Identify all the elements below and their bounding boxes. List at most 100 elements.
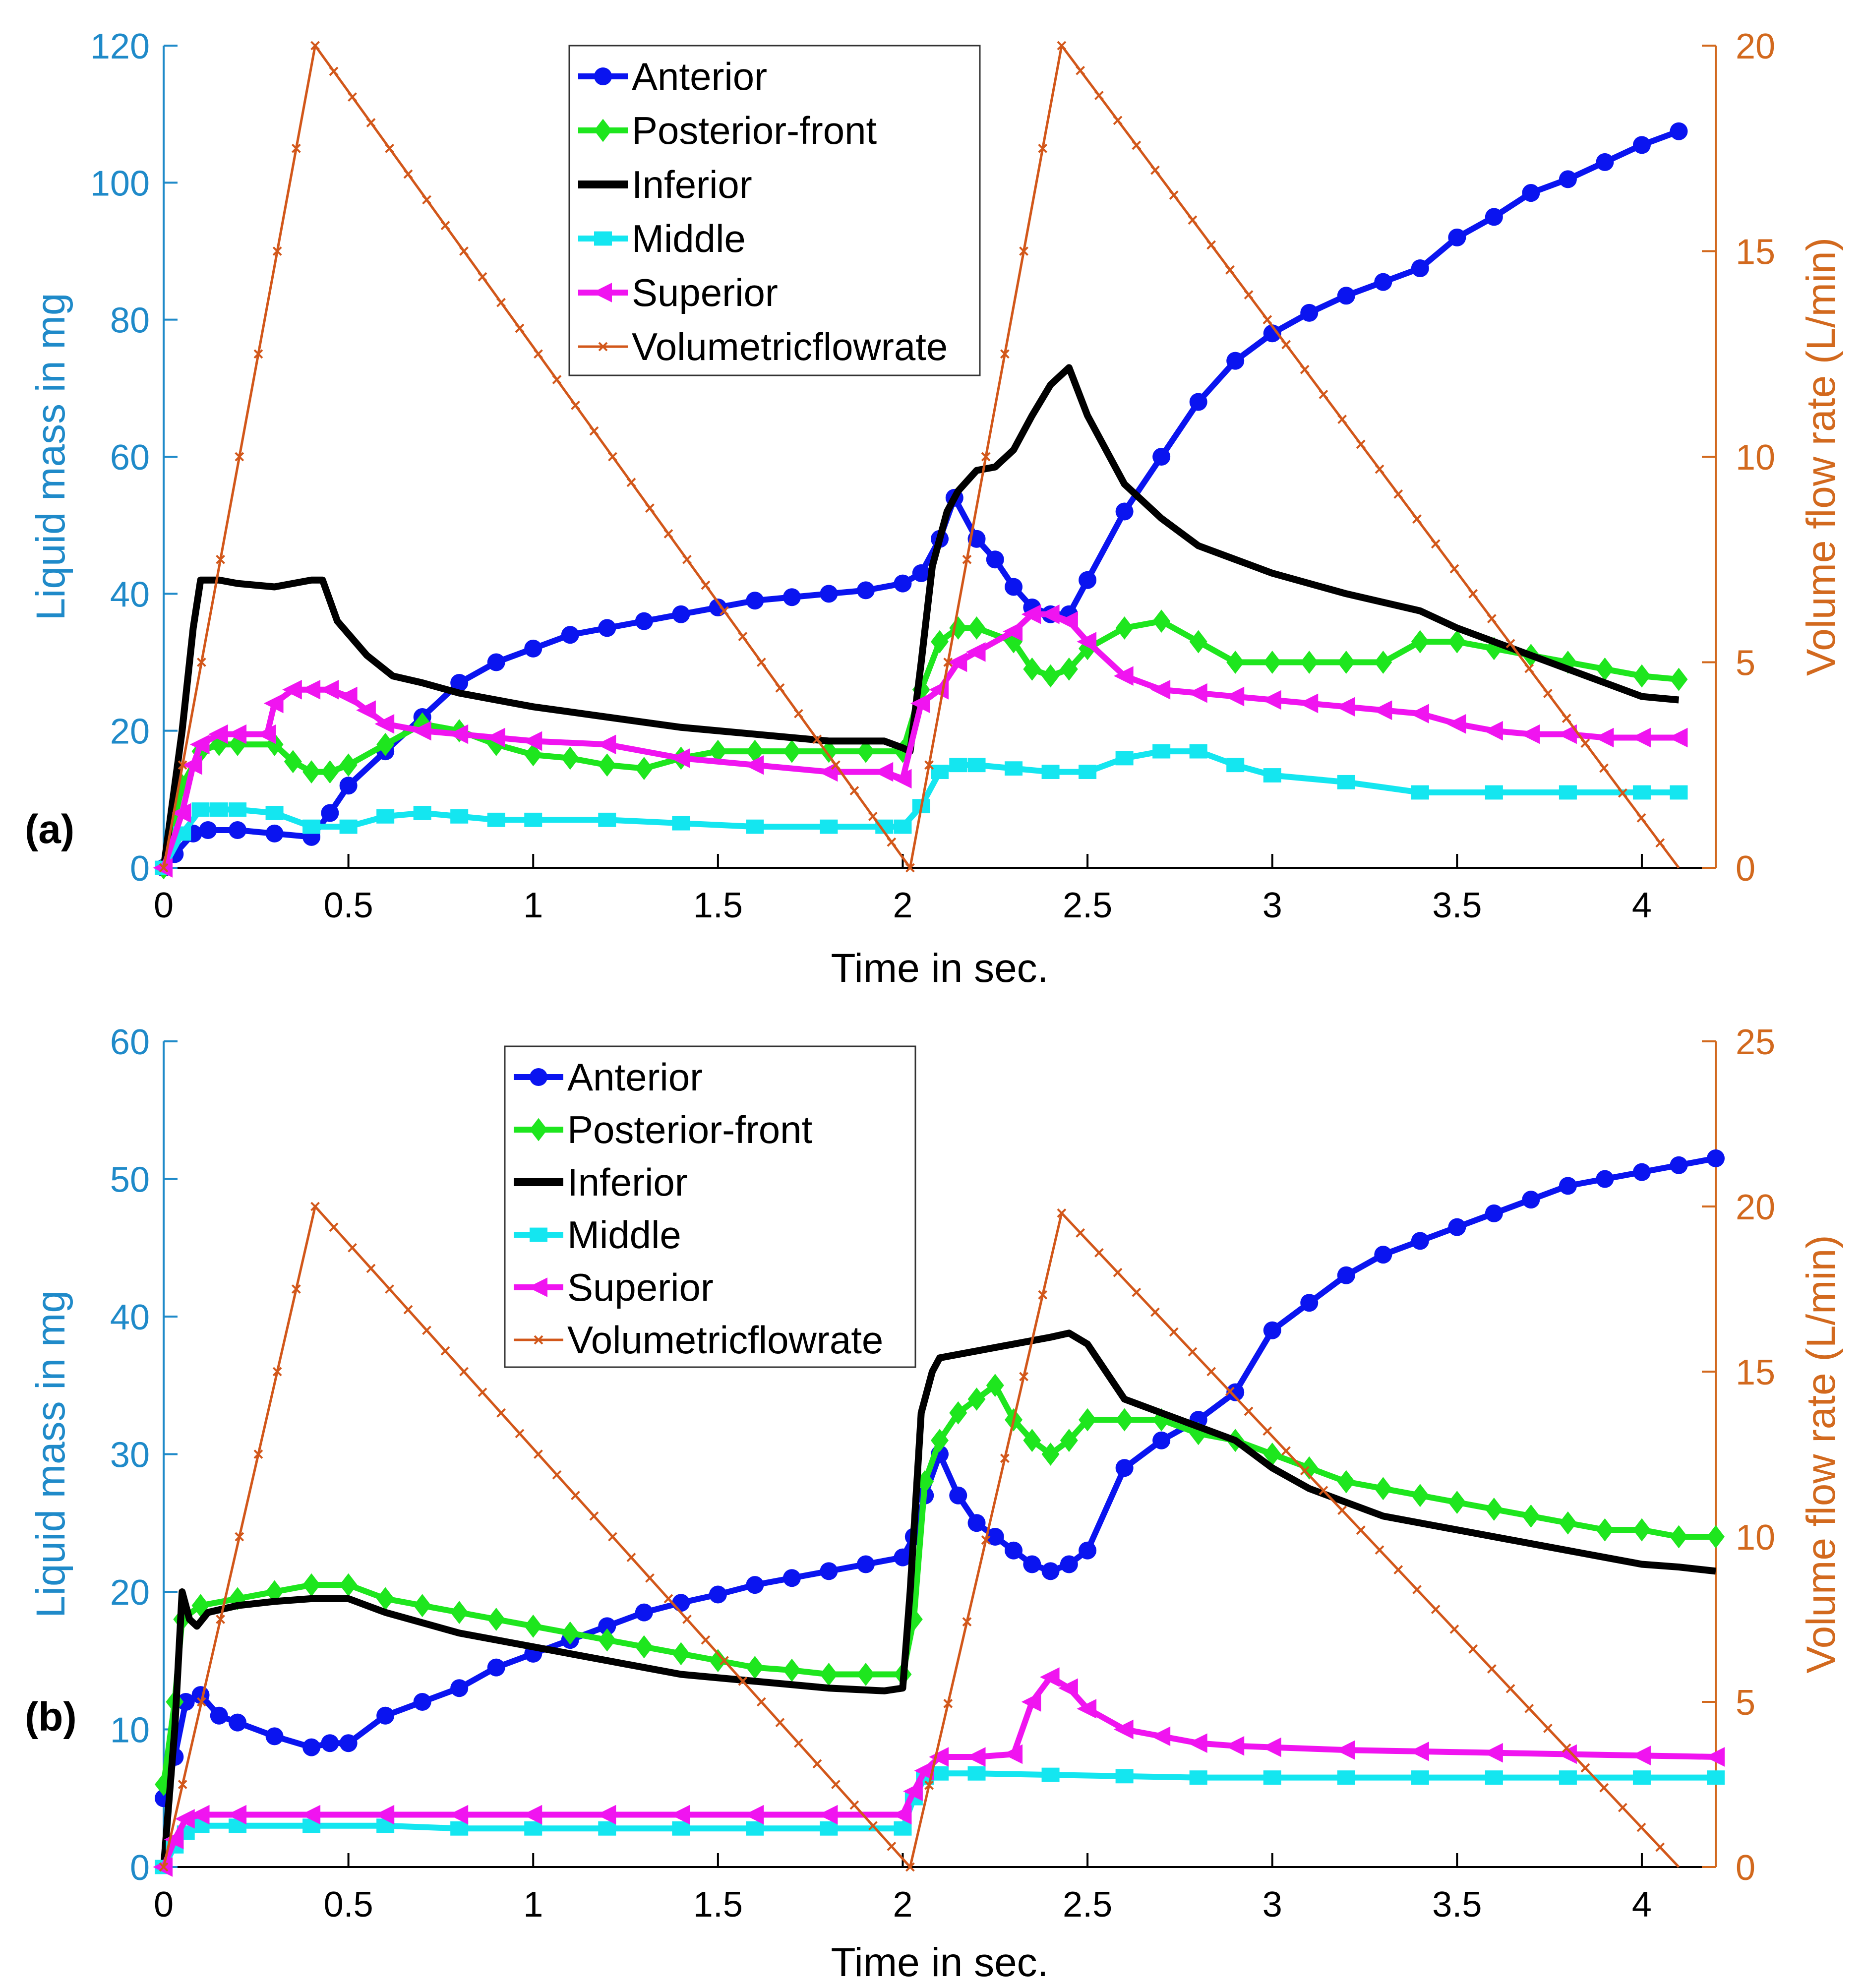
data-point xyxy=(1485,1770,1503,1785)
data-point xyxy=(1300,1456,1319,1480)
data-point xyxy=(793,1738,803,1748)
data-point xyxy=(1113,1267,1123,1277)
data-point xyxy=(1522,1191,1540,1209)
data-point xyxy=(329,1222,339,1232)
data-point xyxy=(291,1284,301,1294)
data-point xyxy=(929,1747,949,1767)
data-point xyxy=(672,1594,690,1612)
data-point xyxy=(571,1491,580,1501)
left-y-tick-label: 10 xyxy=(110,1711,150,1750)
data-point xyxy=(635,612,653,630)
data-point xyxy=(981,1535,991,1545)
data-point xyxy=(1115,1769,1134,1784)
data-point xyxy=(1319,389,1328,399)
data-point xyxy=(1557,724,1577,744)
x-tick-label: 4 xyxy=(1632,886,1652,925)
data-point xyxy=(856,1555,875,1573)
data-point xyxy=(1596,153,1614,171)
data-point xyxy=(178,1780,187,1789)
left-y-tick-label: 40 xyxy=(110,575,150,614)
data-point xyxy=(265,1580,284,1604)
data-point xyxy=(924,760,934,770)
data-point xyxy=(1057,1208,1067,1218)
data-point xyxy=(1300,1294,1319,1312)
series-superior xyxy=(153,604,1688,878)
data-point xyxy=(1483,721,1503,741)
data-point xyxy=(1636,813,1646,823)
data-point xyxy=(1079,571,1097,589)
left-y-tick-label: 40 xyxy=(110,1298,150,1337)
data-point xyxy=(1224,1736,1245,1756)
data-point xyxy=(348,1243,357,1253)
data-point xyxy=(672,1821,690,1836)
data-point xyxy=(709,1649,727,1673)
x-tick-label: 1 xyxy=(523,1885,543,1925)
data-point xyxy=(949,616,967,640)
data-point xyxy=(159,863,169,873)
data-point xyxy=(450,1821,469,1836)
data-point xyxy=(873,762,894,782)
data-point xyxy=(1411,1770,1429,1785)
data-point xyxy=(1446,714,1466,734)
data-point xyxy=(1562,1743,1571,1753)
data-point xyxy=(1038,1290,1048,1300)
data-point xyxy=(1596,1170,1614,1188)
data-point xyxy=(670,748,690,768)
legend: Anterior Posterior-front Inferior Middle Sup… xyxy=(568,45,981,376)
data-point xyxy=(831,760,841,770)
data-point xyxy=(1337,1266,1355,1284)
data-point xyxy=(1372,700,1392,721)
x-tick-label: 0.5 xyxy=(324,886,373,925)
left-y-tick-label: 60 xyxy=(110,438,150,478)
data-point xyxy=(782,1658,801,1682)
data-point xyxy=(1596,657,1614,681)
data-point xyxy=(894,819,912,834)
data-point xyxy=(1188,1347,1198,1357)
data-point xyxy=(229,1713,247,1732)
right-y-tick-label: 15 xyxy=(1736,1353,1775,1392)
data-point xyxy=(450,673,469,692)
data-point xyxy=(1115,1408,1134,1432)
data-point xyxy=(1281,1446,1291,1456)
data-point xyxy=(1636,1822,1646,1832)
data-point xyxy=(812,734,822,744)
data-point xyxy=(1524,1703,1534,1713)
data-point xyxy=(487,653,505,671)
data-point xyxy=(1079,1541,1097,1560)
data-point xyxy=(672,816,690,831)
data-point xyxy=(1448,1218,1466,1236)
data-point xyxy=(376,1706,395,1725)
data-point xyxy=(1448,228,1466,246)
data-point xyxy=(229,802,247,817)
data-point xyxy=(1670,667,1688,691)
data-point xyxy=(210,1706,228,1725)
data-point xyxy=(374,714,395,734)
legend-swatch-marker xyxy=(594,231,612,246)
legend-entry-label: Posterior-front xyxy=(632,109,877,152)
data-point xyxy=(1041,664,1060,688)
x-tick-label: 3.5 xyxy=(1432,1885,1482,1925)
data-point xyxy=(1632,1163,1651,1181)
data-point xyxy=(171,803,191,823)
data-point xyxy=(356,700,376,721)
data-point xyxy=(1058,611,1078,631)
data-point xyxy=(1393,489,1403,499)
data-point xyxy=(487,812,505,827)
data-point xyxy=(1670,122,1688,140)
right-y-axis-label: Volume flow rate (L/min) xyxy=(1799,238,1844,676)
data-point xyxy=(1150,165,1160,175)
data-point xyxy=(1468,1644,1478,1654)
data-point xyxy=(403,1305,413,1315)
data-point xyxy=(339,753,358,777)
legend-entry-label: Middle xyxy=(567,1213,681,1257)
data-point xyxy=(189,734,210,755)
data-point xyxy=(943,1698,953,1708)
data-point xyxy=(1448,1491,1466,1514)
data-point xyxy=(272,1367,282,1377)
data-point xyxy=(1431,539,1441,549)
data-point xyxy=(235,1532,244,1542)
data-point xyxy=(635,1603,653,1622)
data-point xyxy=(422,1325,431,1335)
legend-entry-label: Middle xyxy=(632,217,746,260)
